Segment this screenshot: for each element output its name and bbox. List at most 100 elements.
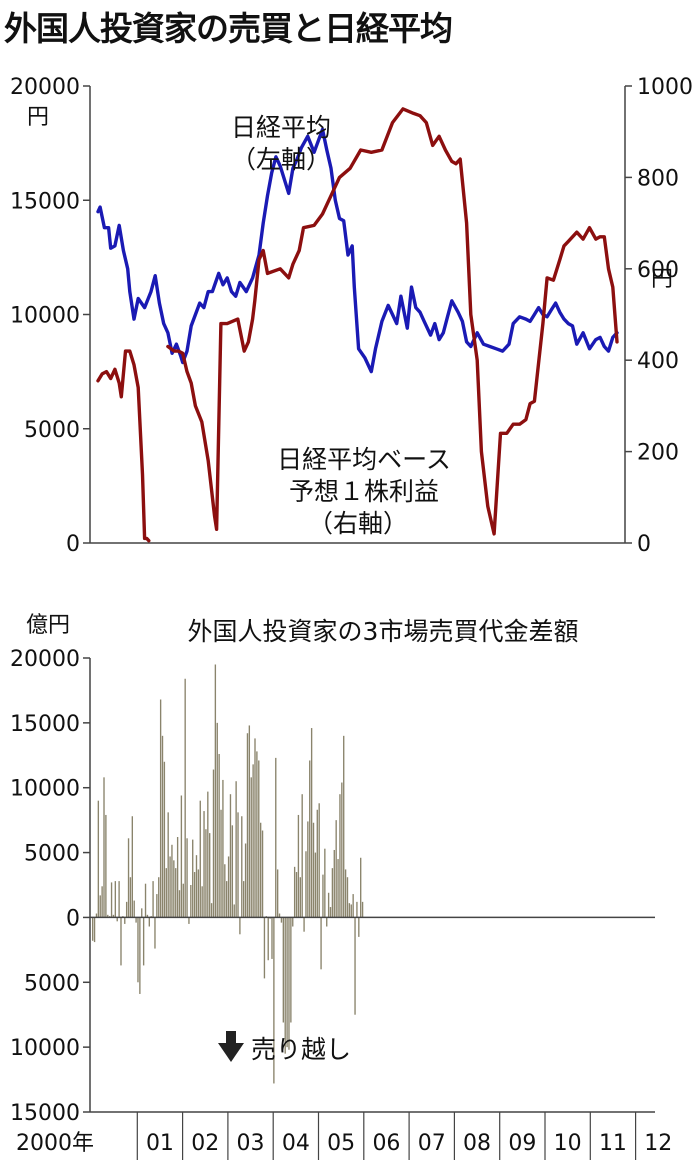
bar — [118, 881, 120, 918]
right-tick-label: 200 — [637, 441, 679, 466]
bar — [93, 917, 96, 943]
year-label: 03 — [237, 1131, 265, 1156]
bar — [356, 901, 358, 918]
bar — [316, 809, 318, 918]
sell-annotation-label: 売り越し — [251, 1035, 351, 1064]
year-label: 09 — [508, 1131, 536, 1156]
bar — [320, 917, 322, 970]
bottom-y-unit: 億円 — [26, 613, 70, 638]
bar — [99, 895, 101, 918]
year-label: 11 — [599, 1131, 627, 1156]
right-unit-label: 円 — [651, 267, 673, 292]
eps-annotation-line-1: 日経平均ベース — [277, 445, 451, 474]
bar — [95, 913, 98, 918]
bar — [182, 883, 184, 918]
sell-annotation: 売り越し — [218, 1031, 351, 1064]
bar — [314, 852, 317, 918]
bar — [131, 816, 133, 918]
bar — [284, 917, 286, 1054]
down-arrow-icon — [218, 1043, 244, 1062]
bar — [341, 782, 343, 918]
bar — [212, 769, 215, 918]
bottom-y-tick-label: 15000 — [10, 1101, 80, 1126]
year-label: 01 — [146, 1131, 174, 1156]
bar — [207, 791, 209, 918]
bar — [288, 917, 290, 1050]
bar — [292, 917, 294, 927]
year-label: 08 — [463, 1131, 491, 1156]
bar — [310, 728, 313, 918]
bar — [282, 917, 284, 1023]
bar — [299, 877, 301, 918]
bar — [243, 881, 245, 918]
bar — [244, 843, 247, 918]
bar — [144, 883, 147, 918]
bar — [97, 800, 100, 918]
bar — [161, 735, 164, 918]
year-label: 2000年 — [16, 1131, 94, 1156]
bar — [343, 735, 345, 918]
bar — [103, 777, 105, 918]
bar — [158, 877, 160, 918]
bar — [318, 803, 320, 918]
left-tick-label: 15000 — [10, 189, 80, 214]
bar — [92, 917, 94, 941]
bar — [192, 839, 194, 918]
bottom-y-tick-label: 0 — [66, 906, 80, 931]
bar — [125, 901, 128, 918]
bar — [233, 904, 235, 918]
bar — [209, 833, 211, 918]
bar — [278, 913, 281, 918]
bar — [337, 859, 339, 918]
bar — [360, 857, 362, 918]
nikkei-annotation-line-1: 日経平均 — [231, 113, 331, 142]
bar — [335, 820, 337, 918]
bar — [154, 917, 156, 949]
bar — [197, 869, 200, 918]
left-tick-label: 20000 — [10, 75, 80, 100]
bar — [203, 811, 205, 918]
bottom-axes — [83, 657, 655, 1160]
bar — [305, 851, 307, 918]
bar — [229, 794, 232, 918]
bar — [171, 844, 173, 918]
bar — [235, 781, 237, 918]
bottom-bars — [92, 664, 364, 1084]
bar — [210, 903, 213, 918]
bar — [226, 881, 228, 918]
bar — [216, 722, 218, 918]
bar — [252, 764, 254, 918]
bar — [348, 903, 351, 918]
bar — [105, 814, 107, 918]
bar — [222, 779, 224, 918]
bar — [114, 881, 117, 918]
year-label: 06 — [372, 1131, 400, 1156]
bottom-y-tick-label: 5000 — [24, 842, 80, 867]
left-tick-label: 5000 — [24, 418, 80, 443]
bar — [327, 892, 330, 918]
bar — [259, 822, 262, 918]
bar — [167, 812, 169, 918]
year-label: 07 — [418, 1131, 446, 1156]
bottom-y-tick-label: 15000 — [10, 712, 80, 737]
bar — [195, 855, 198, 918]
right-tick-label: 400 — [637, 349, 679, 374]
bar — [180, 795, 183, 918]
bar — [350, 904, 352, 918]
bar — [263, 917, 266, 979]
bar — [346, 877, 349, 918]
bottom-y-tick-label: 10000 — [10, 1036, 80, 1061]
bottom-y-tick-label: 5000 — [24, 971, 80, 996]
right-tick-label: 0 — [637, 532, 651, 557]
bar — [239, 917, 241, 935]
bar — [188, 917, 190, 924]
year-label: 10 — [554, 1131, 582, 1156]
bar — [133, 900, 135, 918]
bar — [256, 751, 258, 918]
bar — [295, 872, 298, 918]
bar — [141, 908, 143, 918]
bar — [333, 849, 335, 918]
bar — [339, 794, 341, 918]
bar — [250, 777, 252, 918]
